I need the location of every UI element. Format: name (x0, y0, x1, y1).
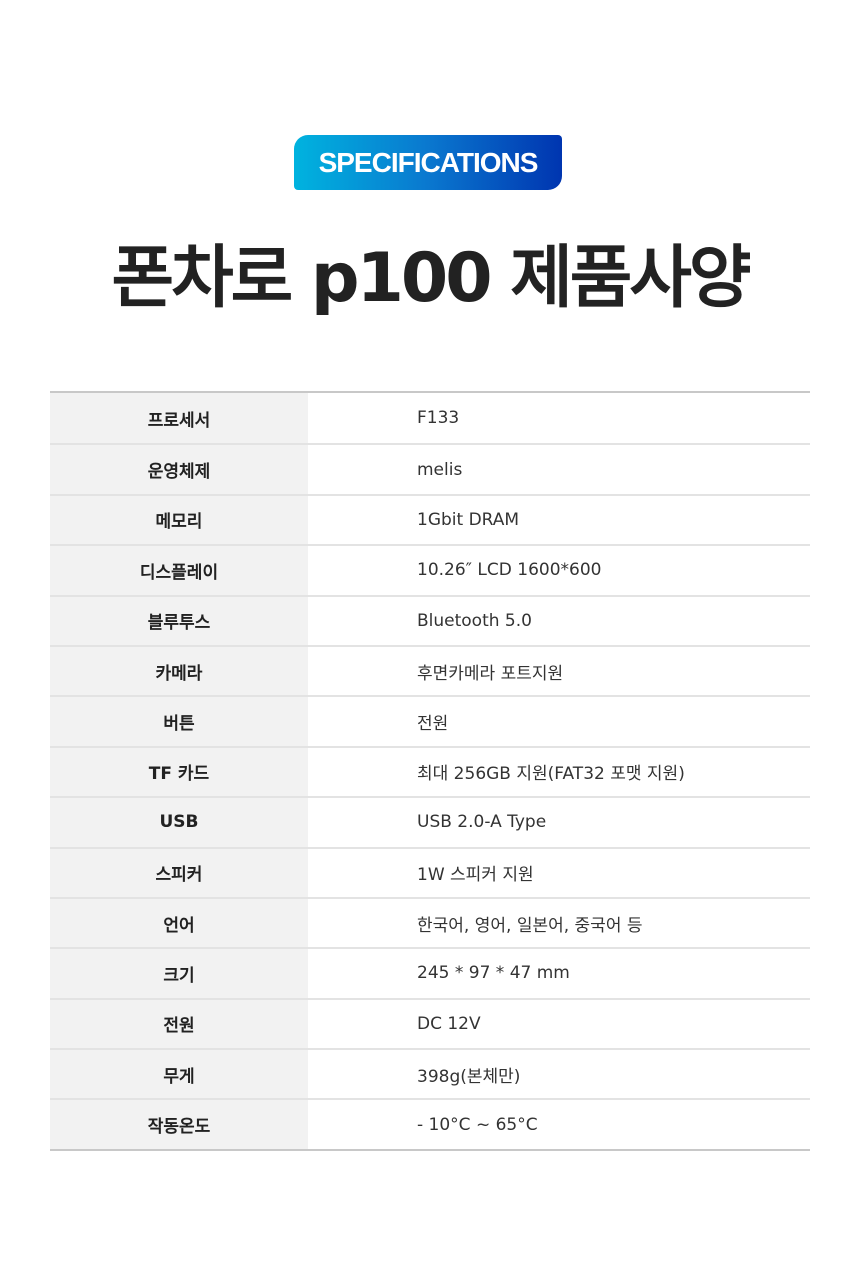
spec-value: melis (417, 459, 463, 480)
spec-value: 398g(본체만) (417, 1066, 521, 1087)
spec-value: 한국어, 영어, 일본어, 중국어 등 (417, 915, 643, 936)
spec-label: 메모리 (50, 495, 308, 545)
spec-value: 1W 스피커 지원 (417, 865, 534, 886)
table-row: 버튼 전원 (50, 695, 810, 746)
spec-value: 10.26″ LCD 1600*600 (417, 560, 602, 581)
spec-value: 전원 (417, 714, 449, 735)
table-row: 블루투스 Bluetooth 5.0 (50, 594, 810, 645)
table-row: 크기 245 * 97 * 47 mm (50, 947, 810, 998)
spec-value: Bluetooth 5.0 (417, 610, 532, 631)
table-row: 무게 398g(본체만) (50, 1048, 810, 1099)
spec-label: 전원 (50, 999, 308, 1049)
table-row: 스피커 1W 스피커 지원 (50, 846, 810, 897)
table-row: 작동온도 - 10°C ~ 65°C (50, 1098, 810, 1149)
spec-table: 프로세서 F133 운영체제 melis 메모리 1Gbit DRAM 디스플레이 10.26… (50, 391, 810, 1151)
spec-label: 디스플레이 (50, 546, 308, 595)
table-row: TF 카드 최대 256GB 지원(FAT32 포맷 지원) (50, 745, 810, 797)
table-row: 운영체제 melis (50, 443, 810, 494)
spec-label: 스피커 (50, 848, 308, 897)
table-row: 카메라 후면카메라 포트지원 (50, 644, 810, 696)
table-row: 메모리 1Gbit DRAM (50, 493, 810, 545)
table-row: 프로세서 F133 (50, 393, 810, 444)
spec-label: 무게 (50, 1050, 308, 1099)
table-row: 언어 한국어, 영어, 일본어, 중국어 등 (50, 896, 810, 948)
spec-label: 블루투스 (50, 596, 308, 645)
spec-label: 작동온도 (50, 1100, 308, 1149)
spec-value: - 10°C ~ 65°C (417, 1114, 538, 1135)
spec-label: 카메라 (50, 646, 308, 696)
spec-value: 최대 256GB 지원(FAT32 포맷 지원) (417, 764, 685, 785)
spec-value: 1Gbit DRAM (417, 509, 520, 530)
spec-label: 언어 (50, 898, 308, 948)
spec-value: F133 (417, 408, 460, 429)
spec-label: 크기 (50, 949, 308, 998)
table-row: 디스플레이 10.26″ LCD 1600*600 (50, 544, 810, 595)
table-row: 전원 DC 12V (50, 997, 810, 1049)
specifications-badge: SPECIFICATIONS (294, 135, 562, 190)
spec-label: 프로세서 (50, 393, 308, 444)
spec-value: DC 12V (417, 1013, 481, 1034)
spec-value: USB 2.0-A Type (417, 812, 547, 833)
spec-value: 245 * 97 * 47 mm (417, 963, 570, 984)
spec-label: TF 카드 (50, 747, 308, 797)
page-title: 폰차로 p100 제품사양 (111, 239, 752, 318)
spec-label: 운영체제 (50, 445, 308, 494)
spec-label: 버튼 (50, 697, 308, 746)
table-row: USB USB 2.0-A Type (50, 796, 810, 847)
spec-value: 후면카메라 포트지원 (417, 663, 564, 684)
spec-label: USB (50, 798, 308, 847)
